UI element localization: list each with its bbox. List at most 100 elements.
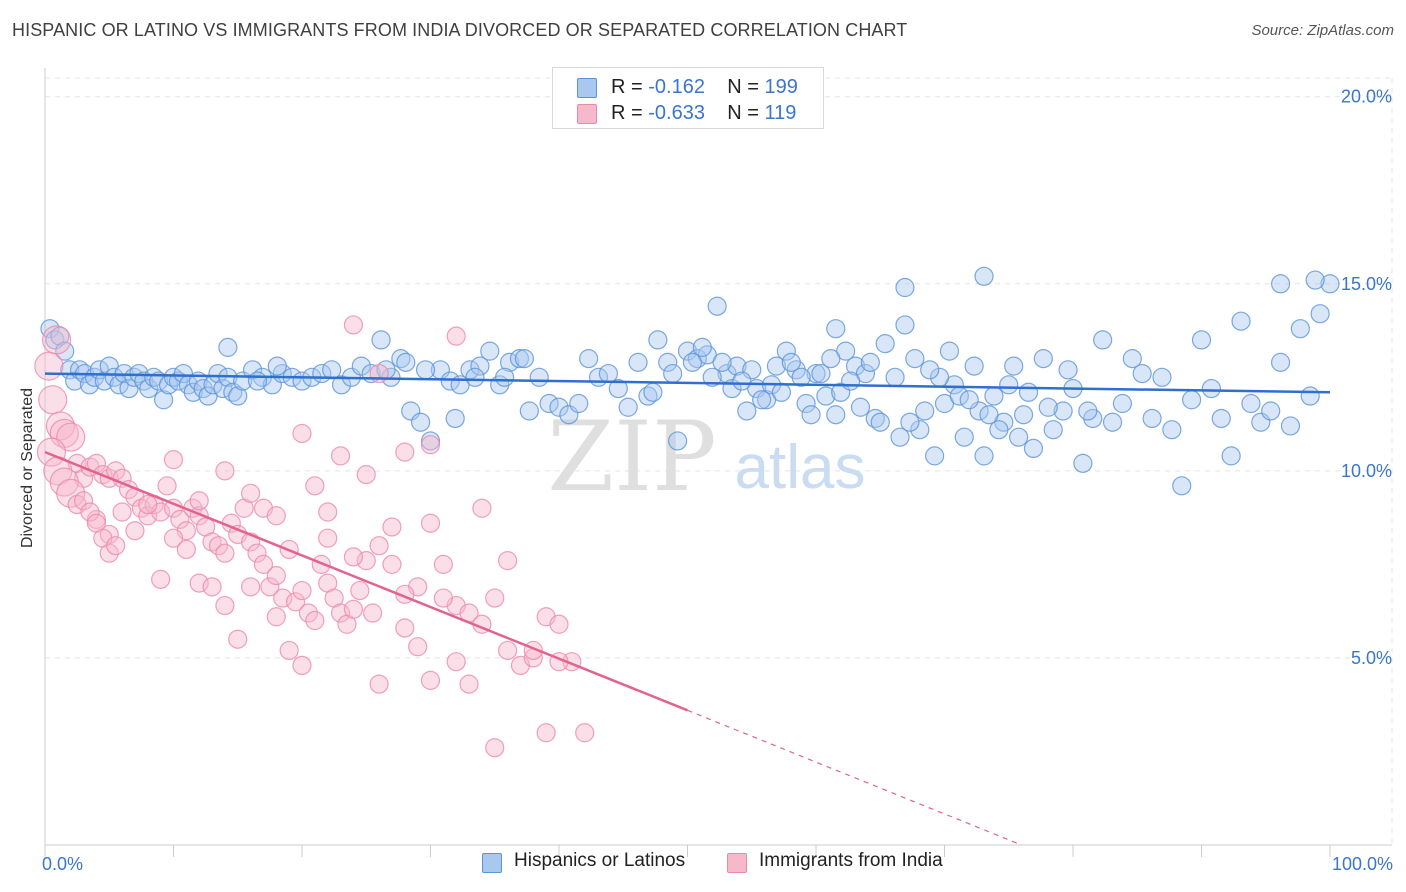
hispanics-point [1152, 367, 1172, 387]
hispanics-point [1241, 393, 1261, 414]
hispanics-point [791, 367, 811, 387]
india-point [420, 670, 441, 690]
hispanics-point [870, 412, 890, 432]
hispanics-point [1102, 412, 1123, 432]
r-label: R = [611, 102, 643, 124]
hispanics-point [989, 420, 1009, 440]
hispanics-point [529, 367, 549, 387]
india-point [170, 509, 190, 530]
india-point [549, 614, 569, 634]
hispanics-point [1280, 416, 1301, 436]
india-point [446, 326, 466, 346]
y-tick-label: 15.0% [1341, 274, 1392, 294]
hispanics-point [499, 352, 520, 372]
trend-line-india [44, 450, 688, 712]
india-point [330, 446, 351, 466]
india-point [330, 603, 351, 623]
india-point [138, 506, 158, 526]
hispanics-point [895, 277, 915, 298]
hispanics-point [890, 427, 910, 447]
watermark: ZIP atlas [547, 401, 865, 513]
india-point [536, 723, 556, 743]
india-point [343, 547, 363, 567]
hispanics-point [974, 266, 994, 286]
hispanics-point [445, 408, 465, 429]
india-point [382, 517, 402, 537]
hispanics-point [781, 352, 801, 372]
india-point [408, 637, 428, 657]
hispanics-point [900, 412, 920, 432]
trend-line-india-extrapolated [687, 709, 1022, 846]
india-point [34, 351, 64, 381]
grid-lines [45, 77, 1393, 845]
india-point [266, 607, 286, 627]
legend-label: Immigrants from India [759, 850, 943, 871]
hispanics-point [440, 371, 460, 391]
hispanics-point [964, 356, 984, 376]
hispanics-point [801, 405, 821, 425]
hispanics-point [984, 386, 1004, 406]
hispanics-point [247, 371, 268, 391]
india-point [260, 577, 280, 597]
hispanics-point [1300, 386, 1320, 406]
hispanics-point [905, 349, 925, 369]
india-point [151, 569, 171, 589]
india-point [318, 528, 338, 548]
hispanics-point [608, 378, 628, 399]
hispanics-point [218, 337, 238, 357]
r-label: R = [611, 76, 643, 98]
india-point [36, 437, 67, 467]
india-point [305, 476, 325, 496]
india-point [99, 543, 119, 563]
legend-swatch-pink [727, 853, 747, 873]
hispanics-point [50, 326, 70, 346]
india-point [382, 554, 402, 574]
hispanics-point [1310, 304, 1330, 324]
india-point [208, 536, 229, 556]
hispanics-point [999, 375, 1019, 395]
india-point [202, 577, 222, 597]
hispanics-point [682, 352, 703, 372]
axes [44, 68, 1392, 857]
india-point [215, 595, 235, 616]
hispanics-point [1073, 453, 1093, 473]
hispanics-point [267, 356, 287, 376]
hispanics-point [850, 397, 871, 417]
legend-swatch-pink [577, 104, 597, 124]
hispanics-point [806, 363, 826, 384]
hispanics-point [1290, 319, 1310, 339]
hispanics-point [1182, 390, 1202, 410]
hispanics-point [1320, 274, 1340, 294]
india-point [395, 442, 415, 462]
hispanics-point [539, 393, 559, 414]
india-point [279, 640, 299, 661]
india-point [266, 566, 286, 586]
hispanics-point [875, 334, 895, 354]
hispanics-point [1261, 401, 1281, 421]
hispanics-point [821, 349, 841, 369]
legend-swatch-blue [482, 853, 502, 873]
hispanics-point [480, 341, 500, 361]
hispanics-point [183, 382, 203, 402]
hispanics-point [1270, 274, 1291, 294]
hispanics-point [845, 356, 866, 376]
hispanics-point [371, 330, 391, 350]
india-point [575, 723, 595, 743]
india-point [298, 603, 319, 623]
hispanics-point [663, 363, 683, 384]
india-point [356, 464, 376, 485]
india-point [369, 536, 389, 556]
hispanics-point [692, 337, 712, 357]
india-point [350, 580, 370, 601]
n-label: N = [727, 102, 759, 124]
hispanics-point [1112, 393, 1133, 414]
hispanics-point [618, 397, 638, 417]
hispanics-point [1013, 405, 1034, 425]
hispanics-point [1221, 446, 1241, 466]
hispanics-point [465, 367, 485, 387]
hispanics-point [885, 367, 905, 387]
hispanics-point [495, 367, 515, 387]
hispanics-point [1058, 360, 1078, 380]
india-point [38, 385, 68, 415]
india-point [420, 435, 441, 455]
